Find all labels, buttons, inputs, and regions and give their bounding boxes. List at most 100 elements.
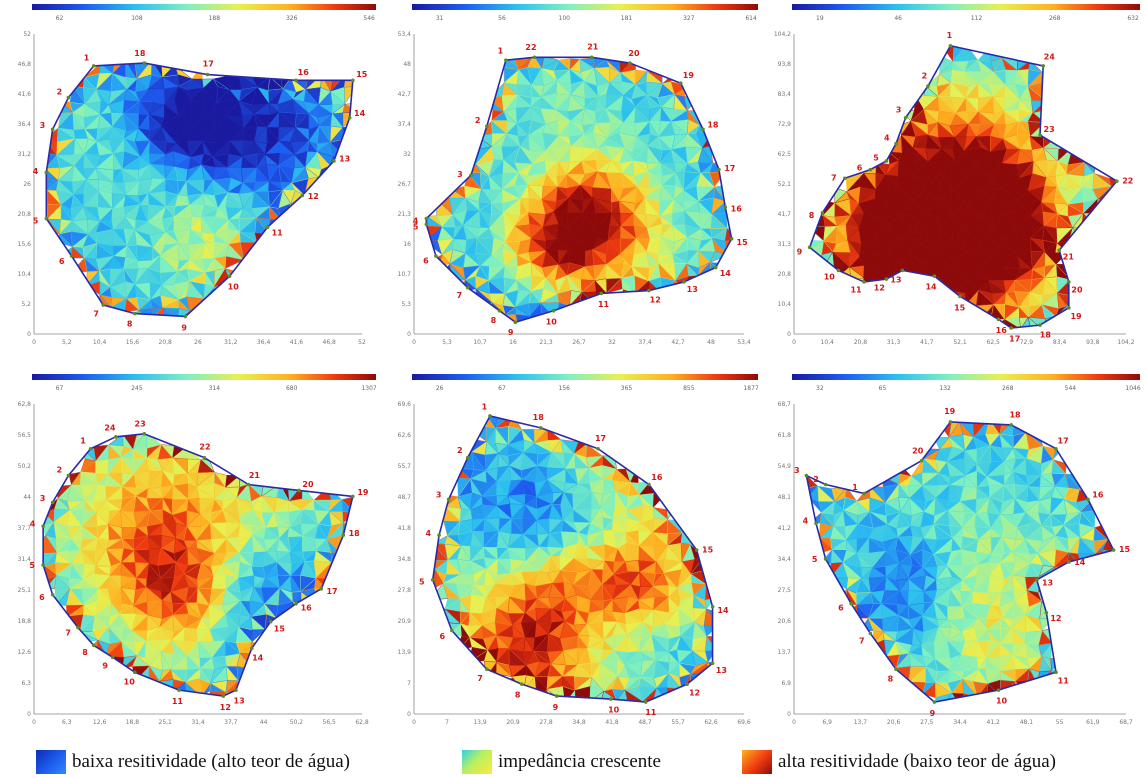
- electrode-marker: [647, 288, 651, 293]
- electrode-label: 4: [413, 217, 419, 226]
- electrode-marker: [297, 488, 301, 493]
- electrode-label: 16: [651, 473, 663, 482]
- electrode-label: 18: [134, 49, 146, 58]
- y-tick-label: 6,9: [781, 680, 791, 687]
- electrode-point: 3: [896, 105, 908, 120]
- electrode-marker: [807, 245, 812, 250]
- electrode-marker: [91, 643, 96, 648]
- scale-tick-label: 19: [816, 15, 824, 22]
- electrode-label: 3: [794, 466, 800, 475]
- x-tick-label: 72,9: [1020, 339, 1034, 346]
- legend-label-high: alta resitividade (baixo teor de água): [778, 751, 1057, 772]
- electrode-label: 8: [515, 690, 521, 699]
- electrode-point: 11: [172, 688, 183, 706]
- scale-tick-label: 65: [879, 385, 887, 392]
- y-tick-label: 42,7: [398, 91, 412, 98]
- electrode-point: 4: [425, 529, 441, 538]
- y-tick-label: 41,6: [18, 91, 32, 98]
- electrode-point: 11: [598, 291, 610, 309]
- electrode-point: 20: [912, 446, 924, 463]
- electrode-marker: [843, 176, 847, 181]
- electrode-point: 9: [102, 655, 115, 670]
- scale-tick-label: 546: [363, 15, 375, 22]
- electrode-label: 8: [491, 316, 497, 325]
- electrode-label: 9: [553, 703, 559, 712]
- electrode-marker: [823, 557, 828, 561]
- electrode-point: 23: [1038, 125, 1055, 137]
- electrode-marker: [694, 548, 699, 552]
- y-tick-label: 0: [407, 711, 411, 718]
- electrode-marker: [1057, 248, 1061, 253]
- x-tick-label: 42,7: [671, 339, 685, 346]
- y-tick-label: 0: [787, 711, 791, 718]
- electrode-point: 13: [332, 155, 350, 164]
- electrode-point: 10: [546, 308, 557, 326]
- electrode-point: 3: [794, 466, 809, 478]
- y-tick-label: 5,3: [401, 301, 411, 308]
- color-scale: 32 65 132 268 544 1046: [792, 374, 1141, 392]
- electrode-marker: [729, 236, 734, 241]
- electrode-marker: [351, 78, 355, 83]
- electrode-marker: [1044, 610, 1049, 615]
- y-tick-label: 37,7: [18, 525, 32, 532]
- electrode-label: 1: [80, 437, 86, 446]
- electrode-label: 4: [33, 167, 39, 176]
- electrode-label: 16: [298, 68, 310, 77]
- x-tick-label: 0: [792, 719, 796, 726]
- electrode-label: 10: [124, 678, 136, 687]
- electrode-marker: [849, 601, 853, 606]
- electrode-label: 8: [127, 319, 133, 328]
- x-tick-label: 6,9: [822, 719, 832, 726]
- electrode-point: 11: [850, 280, 866, 295]
- electrode-label: 7: [831, 173, 837, 182]
- electrode-label: 18: [1040, 331, 1052, 340]
- y-tick-label: 20,9: [398, 618, 412, 625]
- scale-tick-label: 268: [1002, 385, 1014, 392]
- scale-tick-label: 100: [559, 15, 571, 22]
- electrode-point: 5: [33, 217, 49, 226]
- x-tick-label: 53,4: [737, 339, 751, 346]
- electrode-point: 17: [319, 587, 338, 596]
- electrode-point: 11: [643, 700, 657, 717]
- y-tick-label: 52: [23, 31, 31, 38]
- electrode-point: 16: [723, 204, 742, 213]
- electrode-label: 7: [65, 629, 71, 638]
- x-tick-label: 104,2: [1117, 339, 1134, 346]
- electrode-label: 14: [252, 654, 264, 663]
- x-tick-label: 41,6: [290, 339, 304, 346]
- electrode-label: 21: [587, 42, 599, 51]
- color-scale: 31 56 100 181 327 614: [412, 4, 758, 22]
- color-scale: 19 46 112 268 632: [792, 4, 1140, 22]
- electrode-label: 24: [1044, 53, 1056, 62]
- electrode-label: 15: [737, 238, 749, 247]
- y-tick-label: 27,5: [778, 587, 792, 594]
- electrode-marker: [91, 64, 96, 68]
- y-tick-label: 31,3: [778, 241, 792, 248]
- electrode-label: 13: [339, 155, 350, 164]
- resistivity-maps: 62 108 188 326 5465246,841,636,431,22620,815…: [18, 4, 1141, 726]
- scale-tick-label: 245: [131, 385, 143, 392]
- x-tick-label: 25,1: [159, 719, 173, 726]
- x-tick-label: 93,8: [1086, 339, 1100, 346]
- electrode-marker: [643, 700, 648, 704]
- y-tick-label: 31,4: [18, 556, 32, 563]
- electrode-label: 22: [525, 43, 536, 52]
- x-tick-label: 18,8: [126, 719, 140, 726]
- electrode-point: 1: [482, 402, 492, 418]
- y-tick-label: 52,1: [778, 181, 792, 188]
- electrode-marker: [554, 694, 559, 698]
- x-tick-label: 48: [707, 339, 715, 346]
- electrode-label: 14: [1074, 558, 1086, 567]
- electrode-label: 1: [947, 31, 953, 40]
- electrode-point: 1: [80, 437, 93, 451]
- electrode-marker: [628, 61, 632, 65]
- electrode-label: 5: [419, 577, 425, 586]
- electrode-point: 1: [947, 31, 953, 48]
- electrode-label: 11: [850, 286, 862, 295]
- electrode-marker: [647, 482, 651, 487]
- electrode-marker: [589, 55, 594, 60]
- electrode-label: 7: [457, 291, 463, 300]
- electrode-point: 5: [812, 555, 828, 564]
- electrode-point: 15: [268, 619, 285, 633]
- resistivity-field: [432, 415, 713, 703]
